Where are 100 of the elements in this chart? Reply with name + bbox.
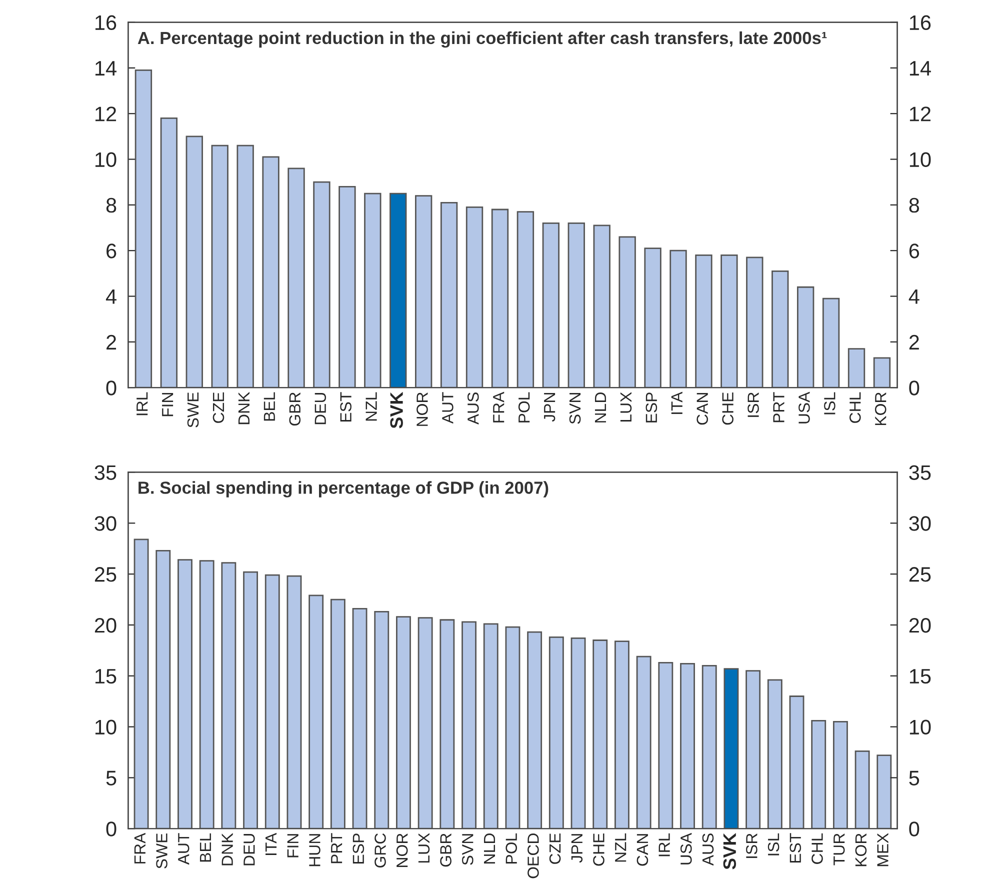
x-tick-label: NLD bbox=[484, 834, 495, 864]
bar bbox=[568, 222, 585, 388]
bar bbox=[221, 562, 236, 829]
bar bbox=[724, 668, 739, 829]
bar bbox=[236, 144, 254, 388]
x-tick-label: FIN bbox=[162, 393, 174, 416]
bar bbox=[466, 206, 484, 388]
y-tick-label: 6 bbox=[106, 244, 116, 258]
y2-tick-label: 16 bbox=[910, 15, 931, 30]
bar bbox=[288, 168, 305, 388]
x-tick-label: NOR bbox=[396, 834, 408, 867]
y-tick-label: 15 bbox=[95, 669, 116, 684]
x-tick-label: FIN bbox=[287, 834, 298, 858]
y-tick-label: 8 bbox=[106, 198, 116, 213]
y-tick-label: 0 bbox=[106, 822, 116, 836]
x-tick-label: POL bbox=[506, 833, 518, 864]
x-tick-label: USA bbox=[798, 392, 810, 424]
x-tick-label: JPN bbox=[571, 834, 583, 863]
x-tick-label: SWE bbox=[156, 833, 168, 868]
bar bbox=[854, 750, 870, 829]
bar bbox=[396, 616, 411, 829]
bar bbox=[772, 270, 789, 388]
x-tick-label: SVN bbox=[569, 393, 581, 424]
x-tick-label: CHL bbox=[849, 392, 861, 423]
bar bbox=[527, 631, 542, 829]
bar bbox=[134, 538, 149, 829]
x-tick-label: HUN bbox=[309, 834, 320, 866]
x-tick-label: GBR bbox=[440, 834, 452, 867]
y2-tick-label: 15 bbox=[910, 669, 931, 684]
x-tick-label: LUX bbox=[418, 833, 430, 863]
y2-tick-label: 10 bbox=[910, 152, 931, 168]
x-tick-label: CHE bbox=[593, 833, 604, 866]
y-tick-label: 5 bbox=[106, 770, 116, 786]
y-tick-label: 4 bbox=[106, 289, 116, 304]
bar bbox=[491, 208, 509, 388]
x-tick-label: AUS bbox=[702, 834, 714, 866]
x-tick-label: CHE bbox=[722, 392, 734, 425]
y2-tick-label: 35 bbox=[909, 465, 931, 480]
bar bbox=[418, 617, 433, 829]
x-tick-label: LUX bbox=[620, 392, 632, 422]
bar bbox=[264, 574, 280, 829]
x-tick-label: ITA bbox=[671, 392, 682, 414]
y2-tick-label: 14 bbox=[910, 61, 931, 76]
x-tick-label: FRA bbox=[493, 392, 504, 422]
y2-tick-label: 6 bbox=[909, 244, 920, 258]
x-tick-label: USA bbox=[680, 832, 692, 864]
y-tick-label: 10 bbox=[95, 720, 116, 735]
bar bbox=[415, 195, 432, 388]
y-tick-label: 12 bbox=[95, 106, 116, 122]
bar bbox=[440, 202, 458, 388]
bar bbox=[186, 136, 203, 388]
x-tick-label: ISR bbox=[748, 392, 759, 417]
x-tick-label: ISL bbox=[824, 392, 836, 414]
bar bbox=[658, 662, 674, 829]
bar bbox=[767, 679, 782, 829]
x-tick-label: PRT bbox=[331, 833, 342, 864]
x-tick-label: CAN bbox=[696, 393, 708, 425]
bar bbox=[789, 696, 804, 829]
x-tick-label: KOR bbox=[855, 834, 867, 866]
bar bbox=[695, 254, 712, 388]
x-tick-label: AUS bbox=[468, 392, 479, 425]
x-tick-label: SVK bbox=[390, 392, 403, 428]
x-tick-label: CAN bbox=[636, 834, 648, 866]
bar bbox=[178, 559, 192, 829]
bar bbox=[670, 250, 687, 388]
y2-tick-label: 4 bbox=[908, 289, 920, 304]
y-tick-label: 16 bbox=[95, 15, 116, 30]
bar bbox=[462, 621, 476, 829]
x-tick-label: OECD bbox=[528, 834, 539, 878]
x-tick-label: NZL bbox=[366, 392, 377, 421]
x-tick-label: ISR bbox=[746, 834, 758, 858]
x-tick-label: BEL bbox=[264, 392, 275, 421]
bar bbox=[160, 117, 178, 388]
x-tick-label: TUR bbox=[834, 834, 845, 866]
bar bbox=[134, 70, 152, 388]
bar bbox=[720, 254, 738, 388]
x-tick-label: ESP bbox=[352, 834, 364, 864]
x-tick-label: GBR bbox=[289, 392, 301, 426]
bar bbox=[570, 638, 586, 829]
y2-tick-label: 20 bbox=[909, 618, 931, 633]
bar bbox=[548, 636, 564, 829]
x-tick-label: GRC bbox=[374, 833, 386, 868]
y-tick-label: 35 bbox=[94, 465, 116, 480]
y-tick-label: 25 bbox=[94, 567, 116, 582]
x-tick-label: CZE bbox=[212, 392, 224, 423]
x-tick-label: DEU bbox=[244, 834, 255, 866]
bar bbox=[618, 236, 636, 388]
bar bbox=[199, 560, 214, 829]
bar bbox=[822, 298, 840, 388]
bar bbox=[330, 598, 346, 829]
y-tick-label: 10 bbox=[95, 152, 116, 168]
chart-title: B. Social spending in percentage of GDP (in 2007) bbox=[138, 481, 548, 498]
x-tick-label: ISL bbox=[768, 833, 780, 856]
y2-tick-label: 25 bbox=[909, 567, 931, 582]
bar bbox=[262, 156, 280, 388]
bar bbox=[832, 721, 848, 829]
bar bbox=[636, 656, 652, 829]
bar bbox=[644, 248, 662, 388]
bar bbox=[308, 594, 324, 829]
bar bbox=[746, 670, 761, 829]
